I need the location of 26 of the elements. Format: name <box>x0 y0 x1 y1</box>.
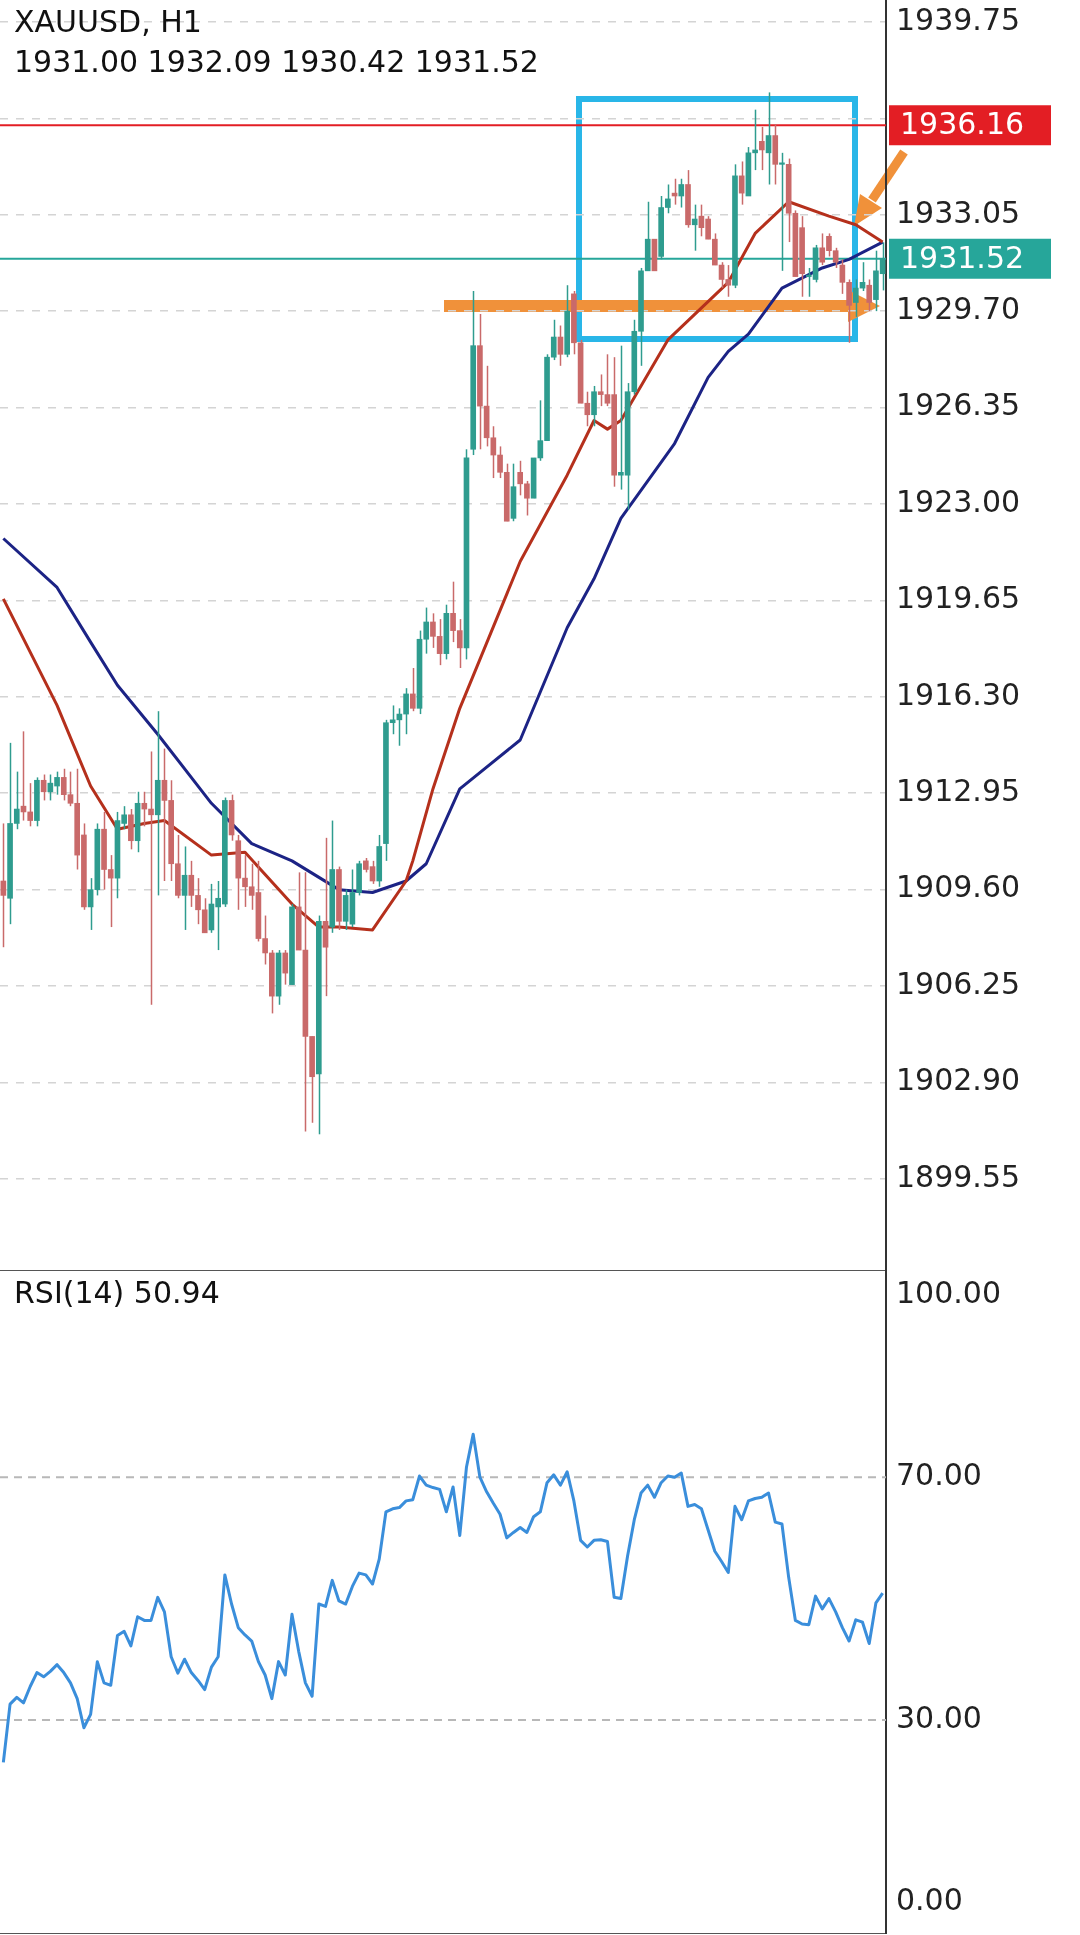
ref-line-label: 1931.52 <box>900 239 1025 275</box>
y-tick-label: 1916.30 <box>896 676 1021 712</box>
candlestick <box>772 123 779 186</box>
y-tick-label: 1906.25 <box>896 965 1021 1001</box>
y-tick-label: 70.00 <box>896 1457 982 1493</box>
y-tick-label: 1909.60 <box>896 869 1021 905</box>
y-tick-label: 1929.70 <box>896 290 1021 326</box>
candlestick <box>128 808 134 851</box>
candlestick <box>651 238 658 272</box>
text: 1931.00 1932.09 1930.42 1931.52 <box>14 44 539 80</box>
y-tick-label: 1912.95 <box>896 773 1021 809</box>
y-tick-label: 1933.05 <box>896 194 1021 230</box>
y-tick-label: 30.00 <box>896 1699 982 1735</box>
chart-title: RSI(14) 50.94 <box>14 1275 220 1311</box>
y-tick-label: 1939.75 <box>896 1 1021 37</box>
candlestick <box>591 385 597 428</box>
ref-line-label: 1936.16 <box>900 106 1025 141</box>
y-tick-label: 1926.35 <box>896 387 1021 423</box>
y-tick-label: 1919.65 <box>896 580 1021 616</box>
y-tick-label: 1899.55 <box>896 1158 1021 1194</box>
y-tick-label: 1923.00 <box>896 483 1021 519</box>
y-tick-label: 100.00 <box>896 1275 1001 1311</box>
candlestick <box>530 457 537 499</box>
y-tick-label: 1902.90 <box>896 1062 1021 1098</box>
y-tick-label: 0.00 <box>896 1881 963 1917</box>
chart-title: XAUUSD, H1 <box>14 4 202 40</box>
